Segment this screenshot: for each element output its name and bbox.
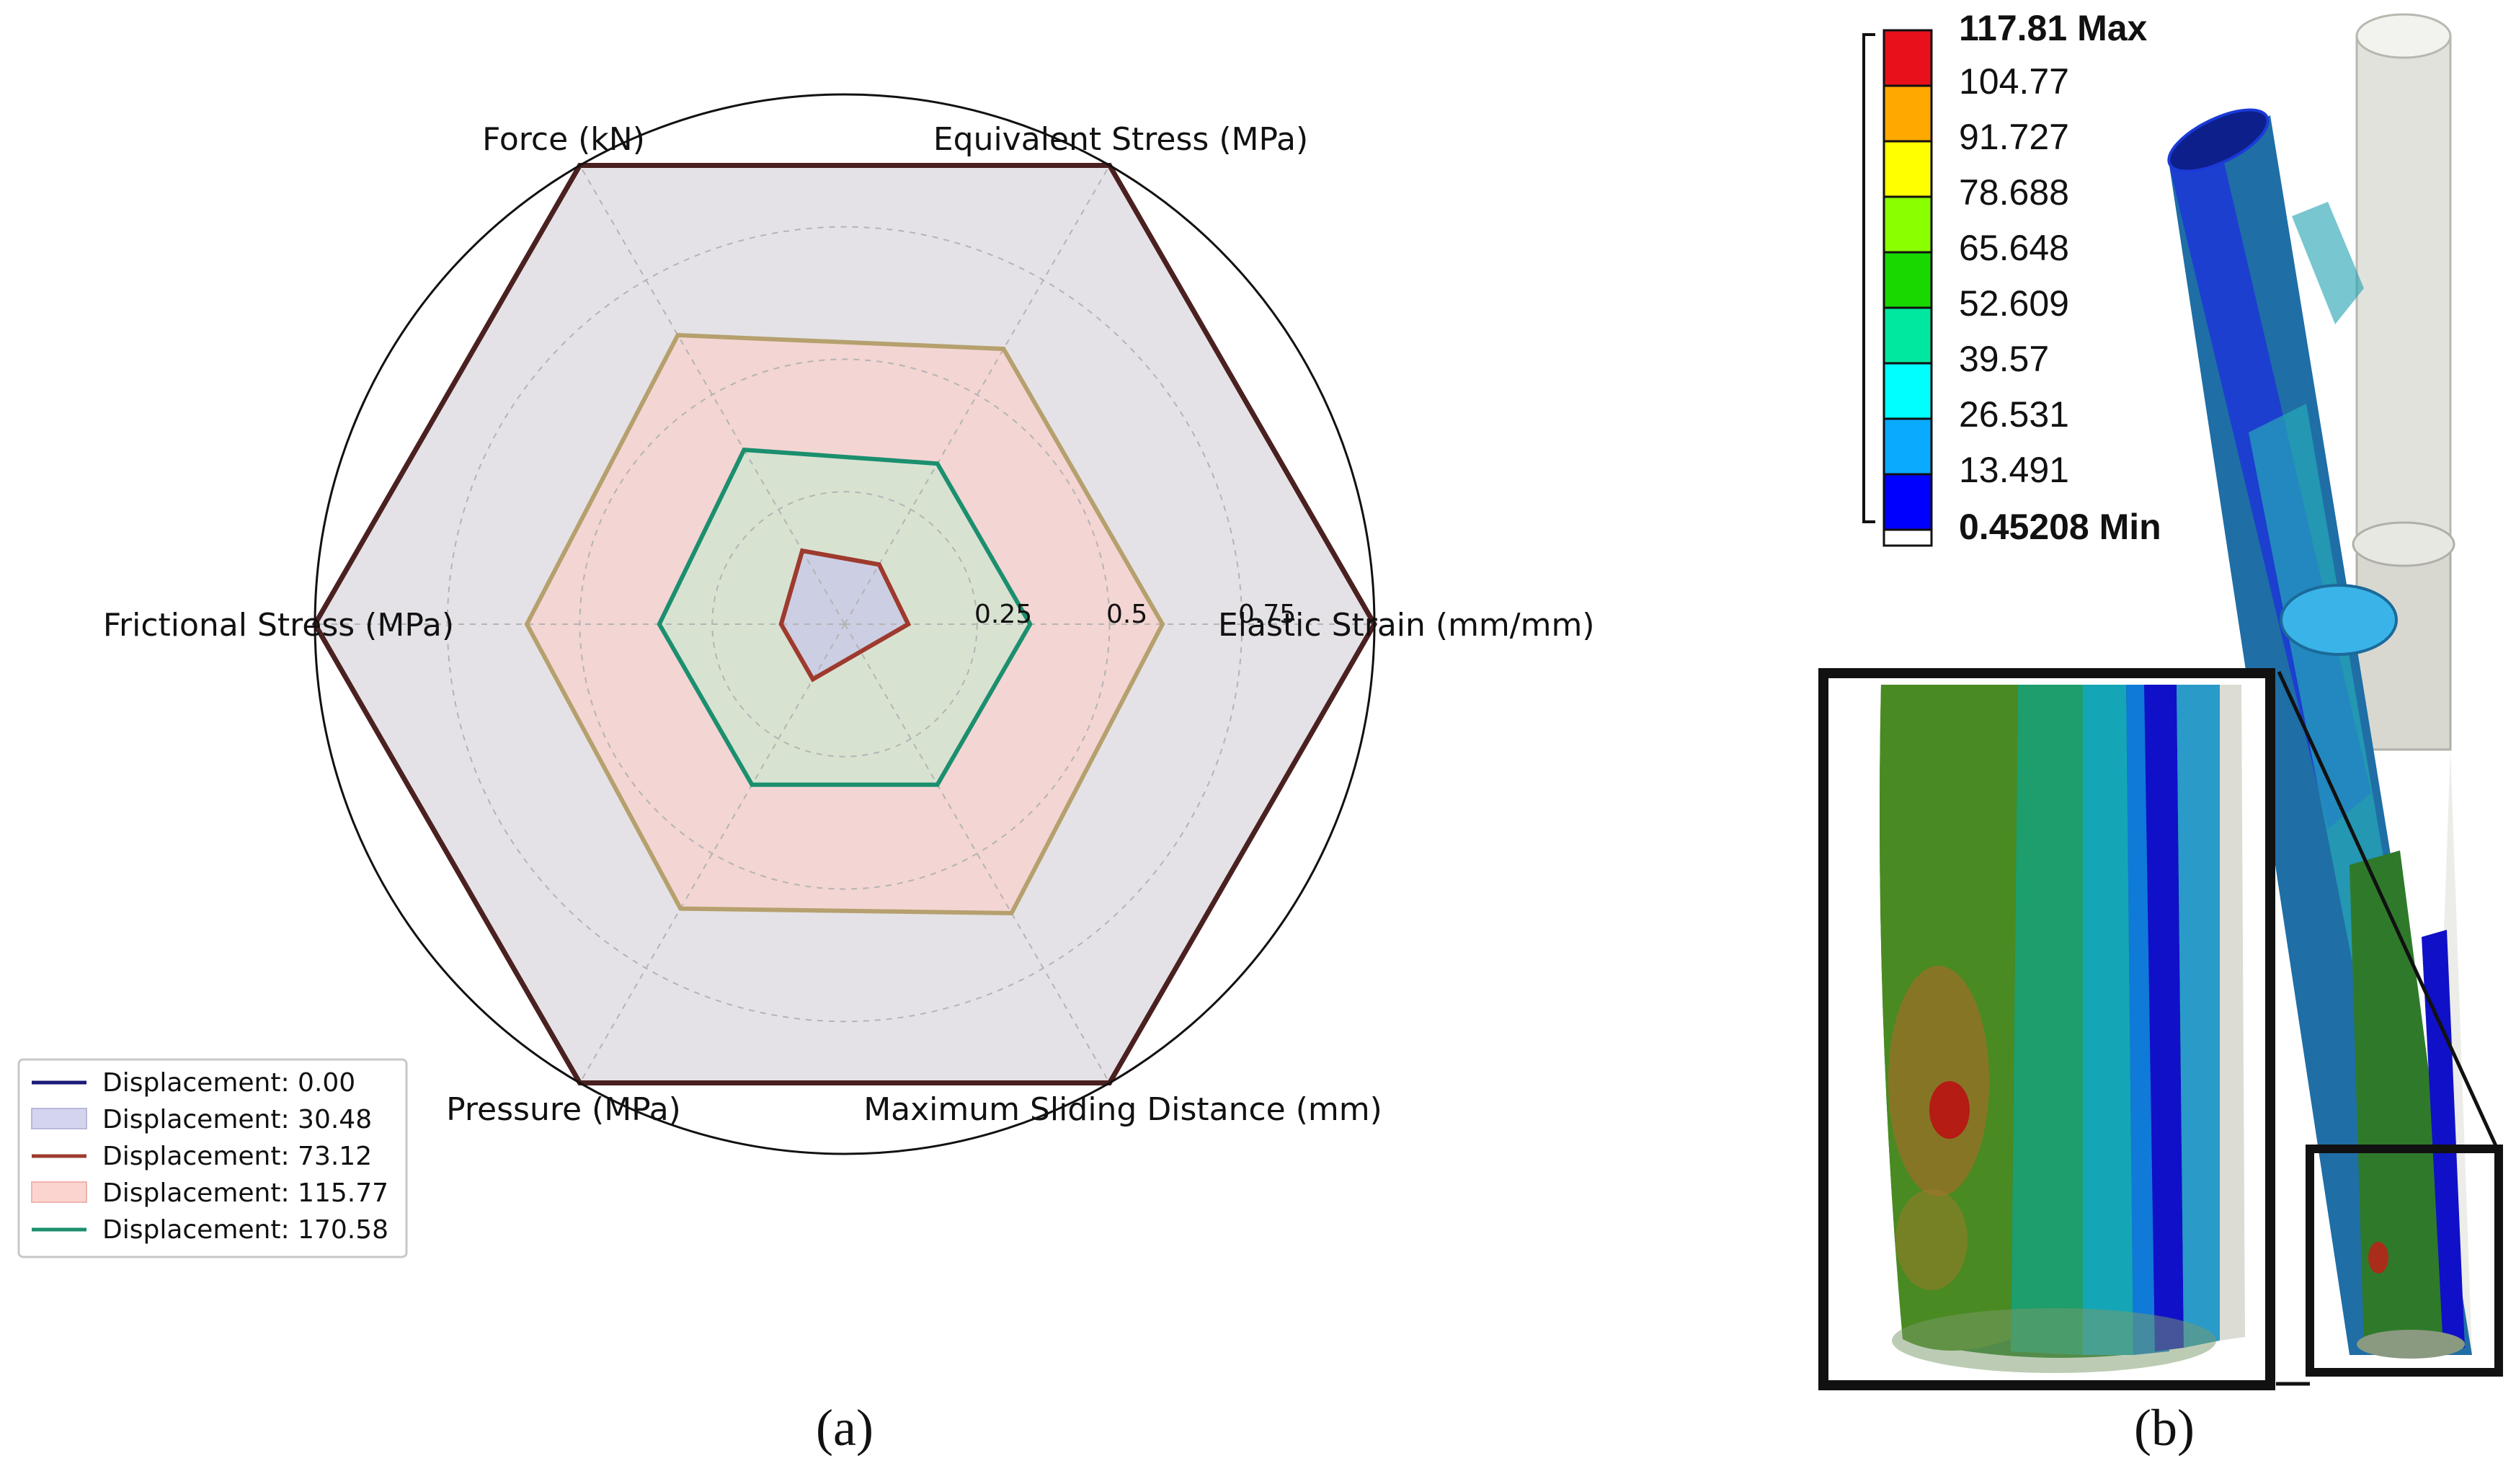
colorbar-level-label: 104.77: [1959, 61, 2069, 102]
axis-label-max-sliding-distance: Maximum Sliding Distance (mm): [863, 1091, 1382, 1128]
colorbar-swatch: [1882, 362, 1933, 420]
legend-swatch-fill: [31, 1181, 87, 1203]
legend-entry-label: Displacement: 30.48: [102, 1105, 372, 1134]
radar-series-line: [657, 447, 1033, 787]
colorbar-max-label: 117.81 Max: [1959, 8, 2148, 48]
contour-panel: 117.81 Max 104.77 91.727 78.688 65.648 5…: [1818, 8, 2503, 1457]
radar-spoke: [844, 623, 1111, 1084]
colorbar-swatch: [1882, 84, 1933, 143]
axis-label-equivalent-stress: Equivalent Stress (MPa): [933, 121, 1308, 158]
axis-label-elastic-strain: Elastic Strain (mm/mm): [1218, 607, 1595, 644]
radar-tick-label: 0.5: [1106, 600, 1147, 629]
radar-spoke: [579, 164, 845, 625]
zoom-connector-line: [2277, 670, 2499, 1150]
legend-frame: [17, 1058, 408, 1258]
radar-series-area: [781, 551, 909, 680]
radar-grid-ring: [579, 358, 1111, 890]
legend-entry-label: Displacement: 0.00: [102, 1068, 355, 1098]
colorbar-swatch: [1882, 417, 1933, 476]
axis-label-frictional-stress: Frictional Stress (MPa): [103, 607, 454, 644]
colorbar-level-label: 52.609: [1959, 283, 2069, 324]
panel-caption-a: (a): [816, 1399, 874, 1457]
legend-swatch-fill: [31, 1108, 87, 1129]
colorbar-level-label: 91.727: [1959, 117, 2069, 157]
axis-label-pressure: Pressure (MPa): [446, 1091, 681, 1128]
legend-entry-label: Displacement: 170.58: [102, 1215, 388, 1245]
colorbar-swatch: [1882, 140, 1933, 198]
radar-spoke: [579, 623, 845, 1084]
colorbar-swatch: [1882, 306, 1933, 365]
legend-entry-label: Displacement: 115.77: [102, 1178, 388, 1208]
radar-series-line: [524, 332, 1165, 916]
zoom-region-box: [2306, 1145, 2503, 1377]
colorbar-labels: 117.81 Max 104.77 91.727 78.688 65.648 5…: [1959, 8, 2161, 547]
legend-entry-label: Displacement: 73.12: [102, 1142, 372, 1171]
colorbar-swatch: [1882, 251, 1933, 309]
radar-grid: [315, 164, 1374, 1084]
colorbar-min-label: 0.45208 Min: [1959, 507, 2161, 547]
radar-chart: 0.25 0.5 0.75 Force (kN) Equivalent Stre…: [17, 93, 1595, 1457]
panel-caption-b: (b): [2134, 1399, 2195, 1457]
contour-colorbar: [1862, 29, 1933, 547]
radar-tick-label: 0.75: [1238, 600, 1296, 629]
chart-legend: Displacement: 0.00 Displacement: 30.48 D…: [17, 1058, 408, 1258]
radar-tick-labels: 0.25 0.5 0.75: [974, 600, 1296, 629]
radar-series-line: [778, 548, 912, 683]
stressed-pipe-image: [2167, 108, 2472, 1359]
radar-spoke: [844, 164, 1111, 625]
colorbar-swatch: [1882, 473, 1933, 531]
radar-outer-circle: [314, 93, 1376, 1155]
colorbar-level-label: 39.57: [1959, 339, 2049, 379]
colorbar-level-label: 26.531: [1959, 394, 2069, 435]
colorbar-swatch: [1882, 528, 1933, 547]
colorbar-bracket: [1862, 33, 1875, 523]
radar-tick-label: 0.25: [974, 600, 1032, 629]
colorbar-level-label: 13.491: [1959, 450, 2069, 490]
colorbar-swatch: [1882, 195, 1933, 254]
colorbar-level-label: 65.648: [1959, 228, 2069, 268]
zoom-detail-image: [1823, 673, 2270, 1385]
colorbar-level-label: 78.688: [1959, 172, 2069, 213]
zoom-detail-frame: [1818, 668, 2275, 1390]
colorbar-swatch: [1882, 29, 1933, 87]
axis-label-force: Force (kN): [482, 121, 645, 158]
radar-axis-labels: Force (kN) Equivalent Stress (MPa) Elast…: [103, 121, 1595, 1128]
